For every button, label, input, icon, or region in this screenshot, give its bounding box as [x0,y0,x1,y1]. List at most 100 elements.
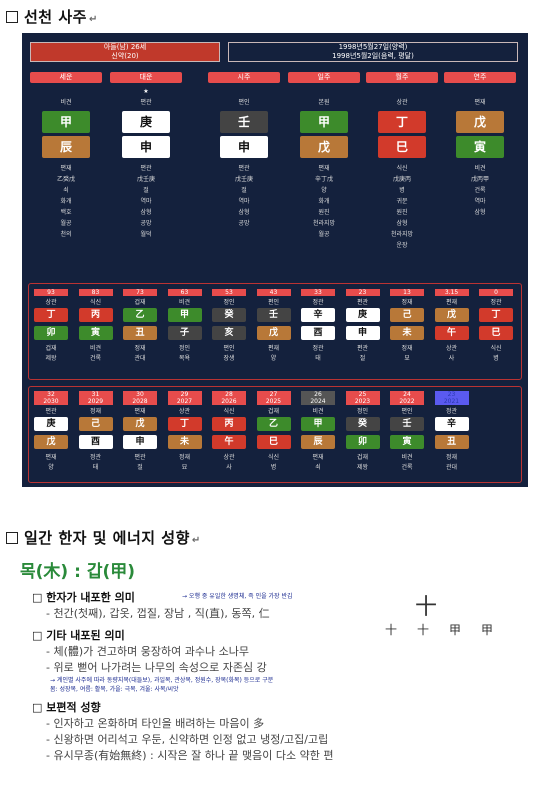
pillar-detail: 戊壬庚 [136,176,155,183]
pillar-detail: 삼형 [396,220,408,227]
twelve-state: 관대 [445,464,458,471]
period-year: 2023 [345,398,380,405]
twelve-state: 목욕 [178,355,191,362]
period-number: 0 [479,289,513,296]
glyph-area: 十 十十甲甲 [385,595,514,637]
ten-god-top: 겁재 [134,299,146,306]
lesson-section: □ 한자가 내포한 의미 [32,591,135,604]
lesson-item: - 유시무종(有始無終) : 시작은 잘 하나 끝 맺음이 다소 약한 편 [46,749,334,762]
twelve-state: 쇠 [315,464,321,471]
ten-god-top: 편인 [238,99,250,106]
ten-god-bottom: 정재 [134,345,146,352]
branch-cell: 辰 [301,435,335,449]
branch-cell: 巳 [479,326,513,340]
twelve-state: 병 [270,464,277,471]
twelve-state: 묘 [404,355,410,362]
stem-cell: 壬 [390,417,424,431]
ten-god-bottom: 편재 [45,454,57,461]
ten-god-top: 식신 [223,408,235,415]
period-year: 2028 [123,398,157,405]
branch-cell: 寅 [78,326,113,340]
ten-god-bottom: 식신 [490,345,502,352]
ten-god-top: 정인 [223,299,235,306]
twelve-state: 사 [226,464,232,471]
pillar-detail: 삼형 [238,209,250,216]
pillar-detail: 절 [241,187,247,194]
twelve-state: 관대 [134,355,146,362]
branch-cell: 寅 [456,136,504,158]
period-year: 2022 [390,398,424,405]
ten-god-bottom: 편재 [267,345,280,352]
ten-god-bottom: 편재 [312,454,324,461]
pillar-detail: 공망 [238,220,250,227]
period-number: 63 [167,289,202,296]
branch-cell: 未 [390,326,424,340]
pillar-detail: 천의 [60,231,72,238]
stem-cell: 甲 [301,417,335,431]
branch-cell: 酉 [78,435,113,449]
period-number: 13 [390,289,424,296]
pillar-detail: 화개 [318,198,330,205]
branch-cell: 戊 [256,326,291,340]
checkbox-icon [6,11,18,23]
period-year: 2029 [78,398,113,405]
ten-god-bottom: 정인 [178,345,191,352]
lesson-item: - 신왕하면 어리석고 우둔, 신약하면 인정 없고 냉정/고집/고립 [46,733,329,746]
ten-god-top: 상관 [178,408,191,415]
ten-god-top: 편인 [267,299,280,306]
pillar-detail: 운장 [396,242,408,249]
ten-god-top: 겁재 [267,408,280,415]
lesson-section: □ 기타 내포된 의미 [32,629,125,642]
period-year: 2027 [167,398,202,405]
branch-cell: 申 [220,136,268,158]
branch-cell: 申 [123,435,157,449]
saju-panel: 아들(남) 26세 신약(20) 1998년5월27일(양력) 1998년5월2일(… [22,33,528,487]
pillar-detail: 양 [321,187,327,194]
stem-cell: 丁 [479,308,513,322]
ten-god-bottom: 비견 [89,345,102,352]
stem-cell: 戊 [123,417,157,431]
ten-god-bottom: 정관 [89,454,102,461]
period-number: 43 [256,289,291,296]
branch-cell: 丑 [123,326,157,340]
star-marker: ★ [143,88,149,95]
ten-god-bottom: 정재 [178,454,191,461]
period-number: 93 [34,289,68,296]
branch-cell: 戊 [300,136,348,158]
period-year: 2030 [34,398,68,405]
pillar-detail: 화개 [60,198,72,205]
branch-cell: 卯 [34,326,68,340]
pillar-detail: 건록 [474,187,486,194]
period-number: 32 [34,391,68,398]
ten-god-bottom: 비견 [401,454,413,461]
pillar-detail: 식신 [396,165,408,172]
stem-cell: 甲 [167,308,202,322]
pillar-detail: 절 [143,187,149,194]
pillar-detail: 편재 [318,165,330,172]
period-year: 2025 [256,398,291,405]
ten-god-top: 정재 [89,408,102,415]
pillar-detail: 월공 [60,220,72,227]
pillar-label: 세운 [30,72,102,83]
branch-cell: 卯 [345,435,380,449]
branch-cell: 亥 [212,326,246,340]
ten-god-bottom: 편관 [356,345,369,352]
stem-cell: 丁 [34,308,68,322]
period-year: 2024 [301,398,335,405]
pillar-detail: 역마 [140,198,152,205]
period-number: 26 [301,391,335,398]
period-number: 83 [78,289,113,296]
pillar-detail: 戊丙甲 [470,176,489,183]
twelve-state: 태 [92,464,99,471]
branch-cell: 辰 [42,136,90,158]
stem-cell: 庚 [122,111,170,133]
section-title-ilgan: 일간 한자 및 에너지 성향 ↵ [6,527,201,548]
ten-god-bottom: 식신 [267,454,280,461]
pillar-detail: 백호 [60,209,72,216]
ten-god-top: 편관 [45,408,57,415]
twelve-state: 양 [48,464,54,471]
ten-god-bottom: 상관 [445,345,458,352]
pillar-label: 일주 [288,72,360,83]
stem-cell: 戊 [434,308,469,322]
ten-god-top: 상관 [396,99,408,106]
